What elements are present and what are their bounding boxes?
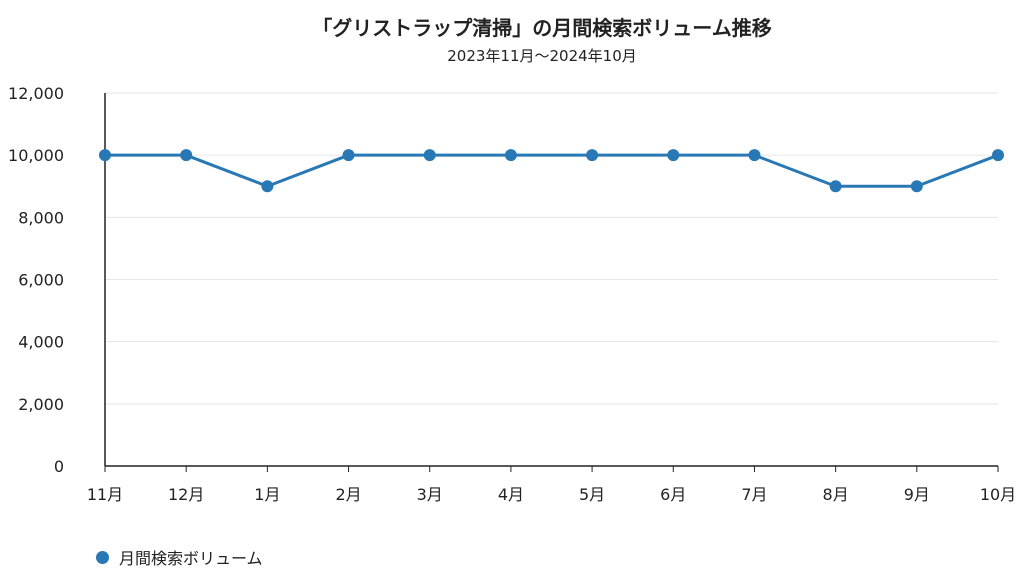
y-tick-label: 8,000 [18,208,64,227]
x-tick-label: 5月 [579,485,605,504]
x-tick-label: 3月 [417,485,443,504]
x-tick-label: 12月 [168,485,204,504]
data-point [667,149,680,162]
x-axis-ticks: 11月 12月 1月 2月 3月 4月 5月 6月 7月 8月 9月 10月 [87,466,1016,504]
y-tick-label: 0 [54,457,64,476]
x-tick-label: 1月 [254,485,280,504]
x-tick-label: 6月 [660,485,686,504]
data-point [910,180,923,193]
grid-lines [105,92,998,405]
chart-title: 「グリストラップ清掃」の月間検索ボリューム推移 [312,16,772,40]
chart-subtitle: 2023年11月～2024年10月 [447,47,637,65]
x-tick-label: 9月 [904,485,930,504]
data-point [342,149,355,162]
y-tick-label: 4,000 [18,333,64,352]
data-point [99,149,111,162]
y-tick-label: 6,000 [18,271,64,290]
data-point [180,149,193,162]
data-point [748,149,761,162]
y-axis-ticks: 0 2,000 4,000 6,000 8,000 10,000 12,000 [8,84,64,476]
legend: 月間検索ボリューム [96,545,263,569]
data-point [586,149,599,162]
x-tick-label: 11月 [87,485,123,504]
legend-marker [96,550,109,564]
data-point [829,180,842,193]
x-tick-label: 8月 [823,485,849,504]
x-tick-label: 4月 [498,485,524,504]
legend-label: 月間検索ボリューム [119,549,263,568]
series-line [105,153,999,188]
y-tick-label: 2,000 [18,395,64,414]
series-group [99,149,1004,193]
data-point [992,149,1004,162]
x-tick-label: 7月 [741,485,767,504]
y-tick-label: 10,000 [8,146,64,165]
data-point [423,149,436,162]
x-tick-label: 10月 [980,485,1016,504]
y-tick-label: 12,000 [8,84,64,103]
x-tick-label: 2月 [335,485,361,504]
data-point [261,180,274,193]
data-point [504,149,517,162]
